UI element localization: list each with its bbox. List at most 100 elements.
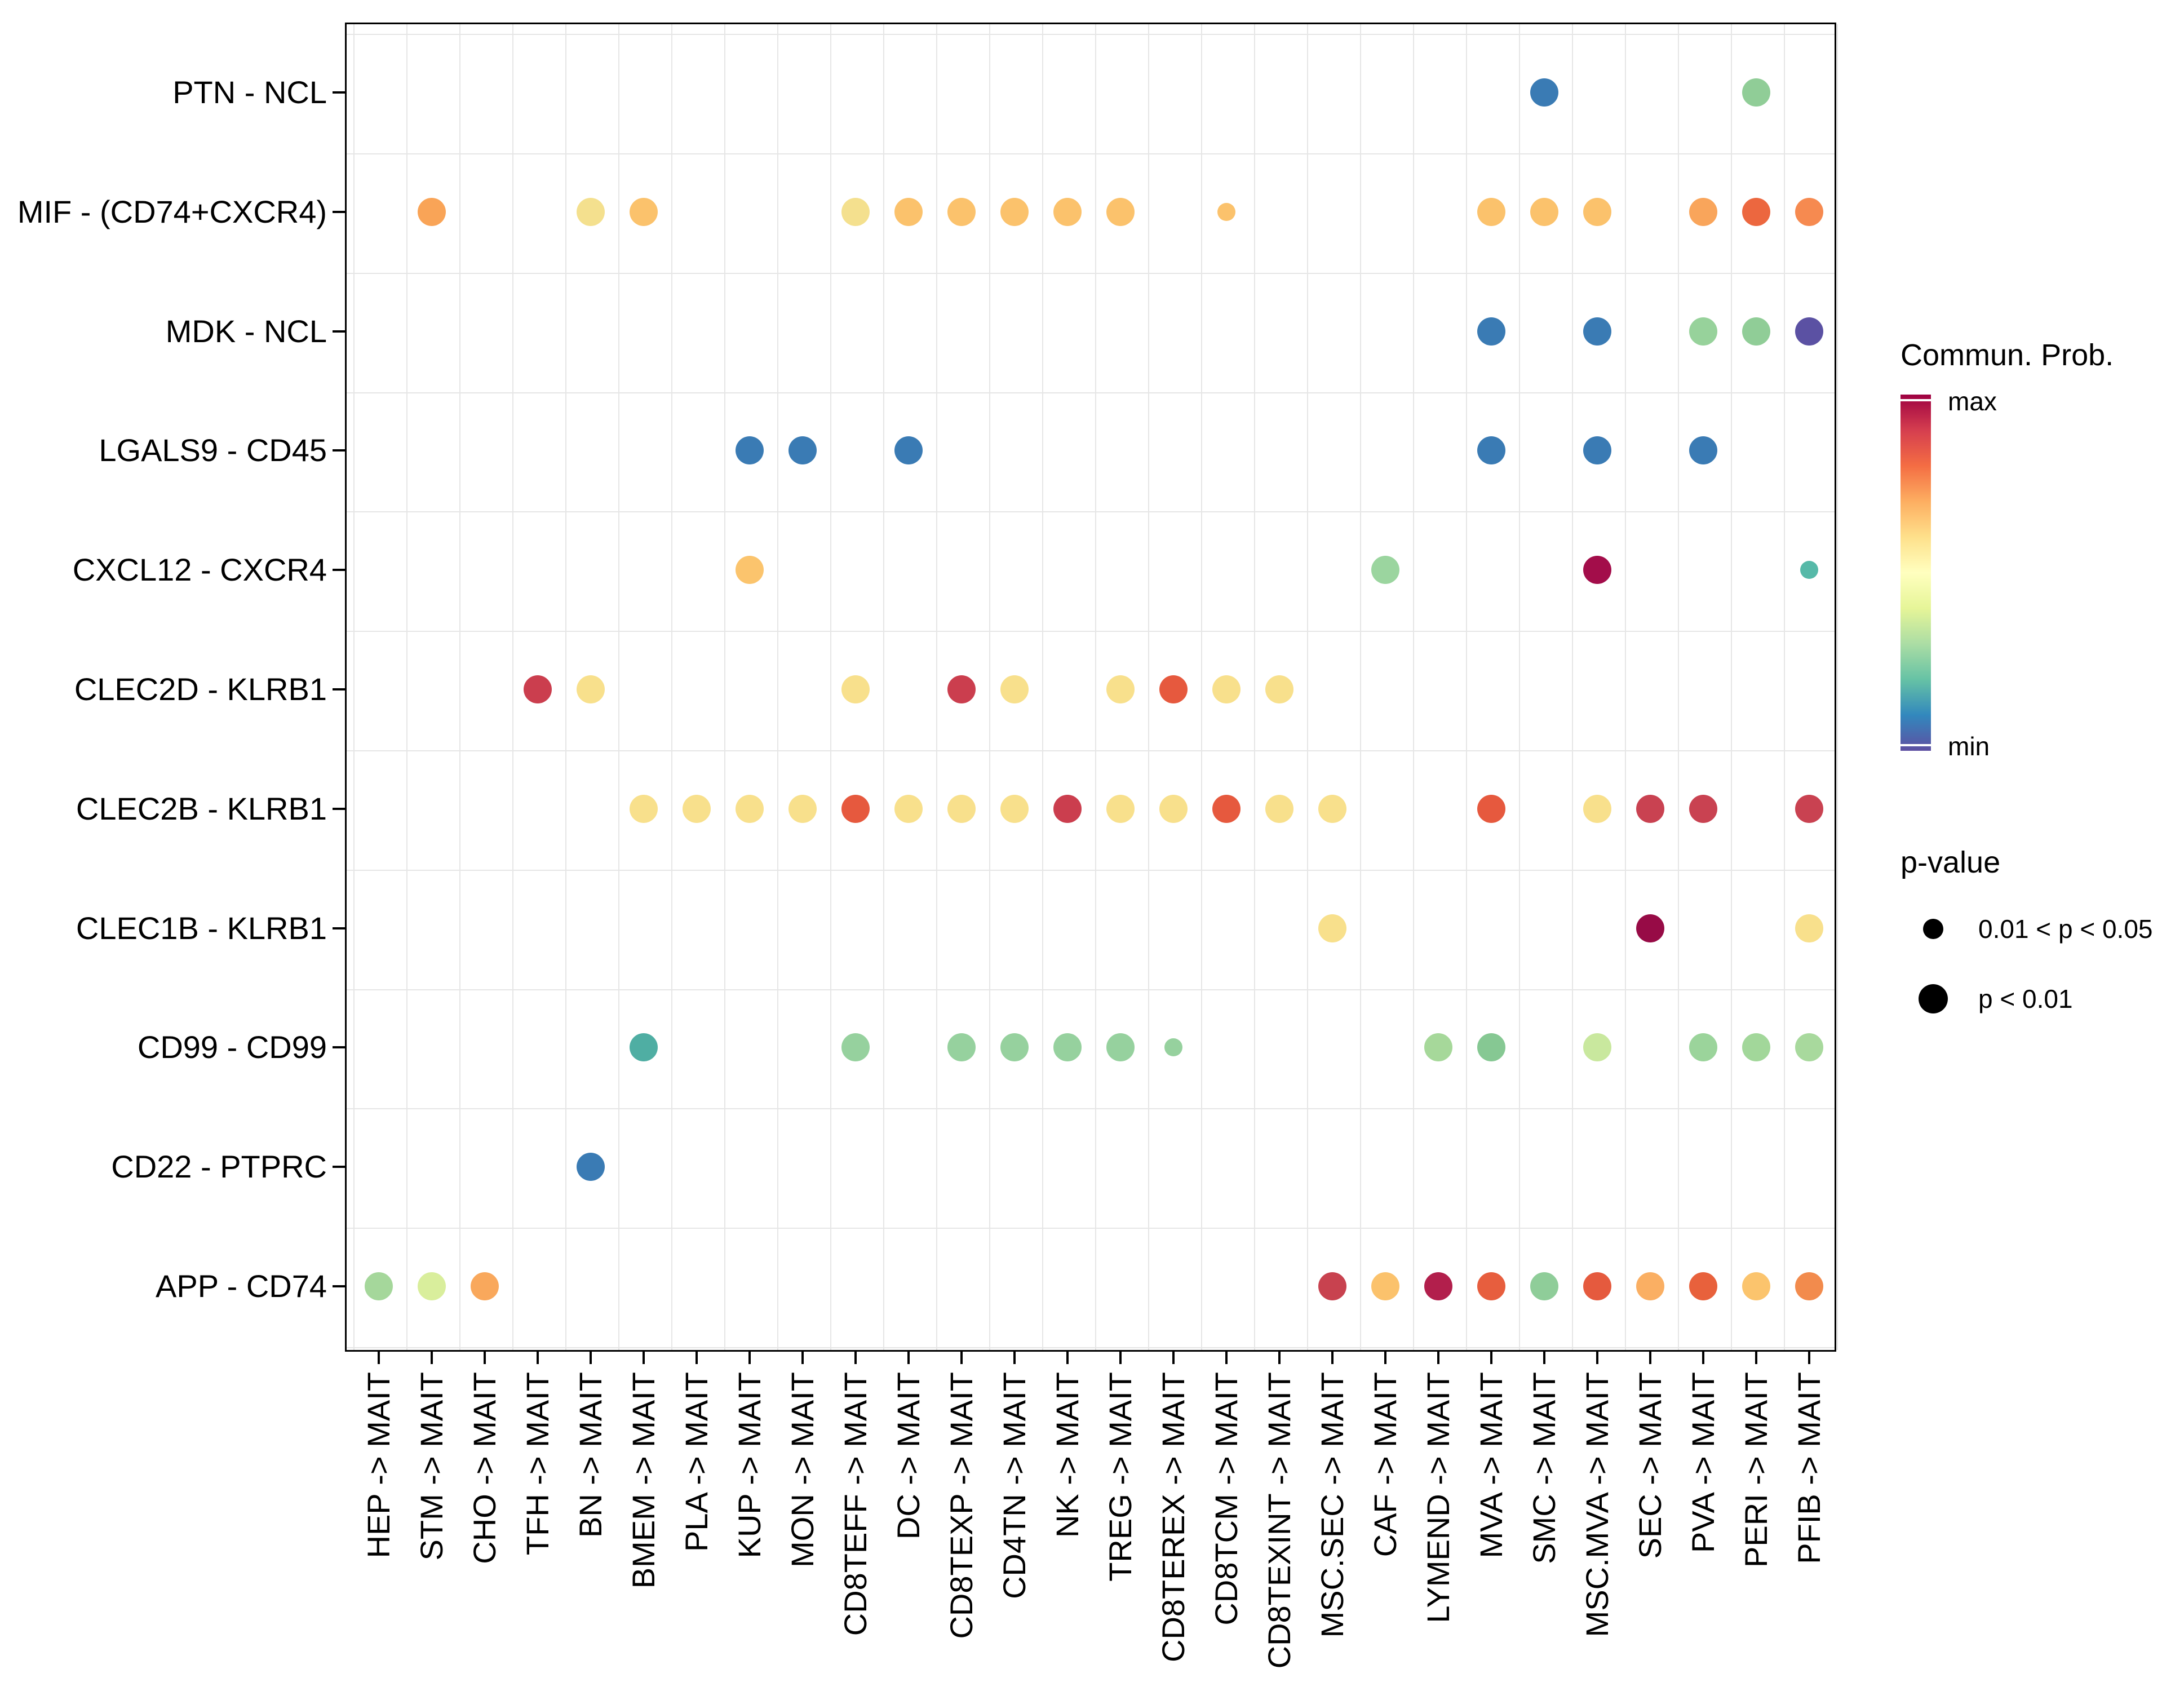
data-point xyxy=(1053,1033,1082,1062)
x-axis-label: STM -> MAIT xyxy=(414,1372,449,1560)
x-axis-label-source: BN xyxy=(573,1494,608,1538)
data-point xyxy=(1583,794,1611,823)
vertical-gridline xyxy=(1201,24,1202,1350)
horizontal-gridline xyxy=(347,272,1835,274)
x-axis-tick xyxy=(1808,1352,1810,1364)
y-axis-label: MIF - (CD74+CXCR4) xyxy=(17,193,327,229)
data-point xyxy=(1689,1033,1717,1062)
y-axis-label: CLEC2D - KLRB1 xyxy=(74,671,327,707)
x-axis-label-suffix: -> MAIT xyxy=(1473,1372,1509,1494)
x-axis-label-source: MON xyxy=(785,1494,820,1568)
pvalue-large-label: p < 0.01 xyxy=(1978,984,2073,1013)
y-axis-tick xyxy=(333,449,345,452)
data-point xyxy=(1477,1033,1505,1062)
data-point xyxy=(577,197,605,226)
data-point xyxy=(947,794,976,823)
y-axis-label: MDK - NCL xyxy=(165,313,327,349)
x-axis-label-suffix: -> MAIT xyxy=(1367,1372,1403,1494)
data-point xyxy=(1424,1033,1452,1062)
vertical-gridline xyxy=(1360,24,1361,1350)
data-point xyxy=(1689,197,1717,226)
vertical-gridline xyxy=(1042,24,1043,1350)
x-axis-label: CD8TEFF -> MAIT xyxy=(838,1372,873,1636)
horizontal-gridline xyxy=(347,1108,1835,1110)
data-point xyxy=(1265,794,1293,823)
data-point xyxy=(524,675,552,703)
x-axis-tick xyxy=(1702,1352,1704,1364)
x-axis-tick xyxy=(1490,1352,1492,1364)
vertical-gridline xyxy=(777,24,778,1350)
y-axis-tick xyxy=(333,1285,345,1287)
x-axis-tick xyxy=(1066,1352,1069,1364)
vertical-gridline xyxy=(618,24,619,1350)
x-axis-label: TREG -> MAIT xyxy=(1102,1372,1138,1582)
horizontal-gridline xyxy=(347,153,1835,154)
x-axis-tick xyxy=(1596,1352,1598,1364)
data-point xyxy=(1530,1272,1558,1300)
data-point xyxy=(1795,794,1823,823)
x-axis-label-suffix: -> MAIT xyxy=(891,1372,926,1494)
vertical-gridline xyxy=(406,24,407,1350)
x-axis-label: BN -> MAIT xyxy=(573,1372,608,1538)
data-point xyxy=(1795,1033,1823,1062)
x-axis-tick xyxy=(1755,1352,1757,1364)
x-axis-label-suffix: -> MAIT xyxy=(1420,1372,1456,1494)
x-axis-label: PLA -> MAIT xyxy=(679,1372,714,1552)
x-axis-label-source: NK xyxy=(1049,1494,1085,1538)
data-point xyxy=(1636,1272,1664,1300)
x-axis-label-source: SMC xyxy=(1526,1494,1562,1564)
colorbar-min-tick xyxy=(1901,744,1931,746)
vertical-gridline xyxy=(1678,24,1679,1350)
x-axis-label: DC -> MAIT xyxy=(891,1372,926,1539)
x-axis-tick xyxy=(378,1352,380,1364)
x-axis-label-suffix: -> MAIT xyxy=(520,1372,555,1494)
x-axis-tick xyxy=(1384,1352,1386,1364)
x-axis-label-suffix: -> MAIT xyxy=(1261,1372,1297,1494)
x-axis-label-suffix: -> MAIT xyxy=(1685,1372,1721,1494)
data-point xyxy=(1000,675,1029,703)
data-point xyxy=(1689,1272,1717,1300)
y-axis-tick xyxy=(333,927,345,929)
vertical-gridline xyxy=(1413,24,1414,1350)
data-point xyxy=(1106,1033,1135,1062)
x-axis-label: SEC -> MAIT xyxy=(1632,1372,1668,1559)
data-point xyxy=(1742,317,1770,346)
data-point xyxy=(1800,561,1818,579)
x-axis-label: HEP -> MAIT xyxy=(361,1372,396,1558)
x-axis-label-suffix: -> MAIT xyxy=(1791,1372,1827,1494)
data-point xyxy=(947,675,976,703)
x-axis-tick xyxy=(1543,1352,1545,1364)
x-axis-label-source: BMEM xyxy=(626,1494,661,1589)
vertical-gridline xyxy=(1731,24,1732,1350)
x-axis-label: MON -> MAIT xyxy=(785,1372,820,1568)
data-point xyxy=(577,675,605,703)
vertical-gridline xyxy=(989,24,990,1350)
data-point xyxy=(1689,317,1717,346)
data-point xyxy=(947,1033,976,1062)
y-axis-tick xyxy=(333,91,345,94)
pvalue-legend-title: p-value xyxy=(1901,846,2001,879)
data-point xyxy=(1106,794,1135,823)
data-point xyxy=(1212,794,1241,823)
x-axis-label-suffix: -> MAIT xyxy=(1208,1372,1244,1494)
x-axis-label-suffix: -> MAIT xyxy=(1049,1372,1085,1494)
x-axis-tick xyxy=(1172,1352,1175,1364)
colorbar-max-label: max xyxy=(1948,387,1997,416)
x-axis-tick xyxy=(1437,1352,1439,1364)
x-axis-label-source: CD8TCM xyxy=(1208,1494,1244,1626)
y-axis-label: CD99 - CD99 xyxy=(137,1029,327,1065)
data-point xyxy=(1217,202,1235,221)
data-point xyxy=(630,197,658,226)
x-axis-label: BMEM -> MAIT xyxy=(626,1372,661,1589)
data-point xyxy=(1583,197,1611,226)
vertical-gridline xyxy=(459,24,460,1350)
horizontal-gridline xyxy=(347,989,1835,990)
y-axis-label: APP - CD74 xyxy=(156,1268,327,1304)
x-axis-tick xyxy=(1649,1352,1651,1364)
x-axis-label-source: CD8TEFF xyxy=(838,1494,873,1636)
x-axis-label: CD4TN -> MAIT xyxy=(996,1372,1032,1599)
y-axis-tick xyxy=(333,688,345,690)
x-axis-tick xyxy=(431,1352,433,1364)
x-axis-label: TFH -> MAIT xyxy=(520,1372,555,1555)
data-point xyxy=(418,197,446,226)
